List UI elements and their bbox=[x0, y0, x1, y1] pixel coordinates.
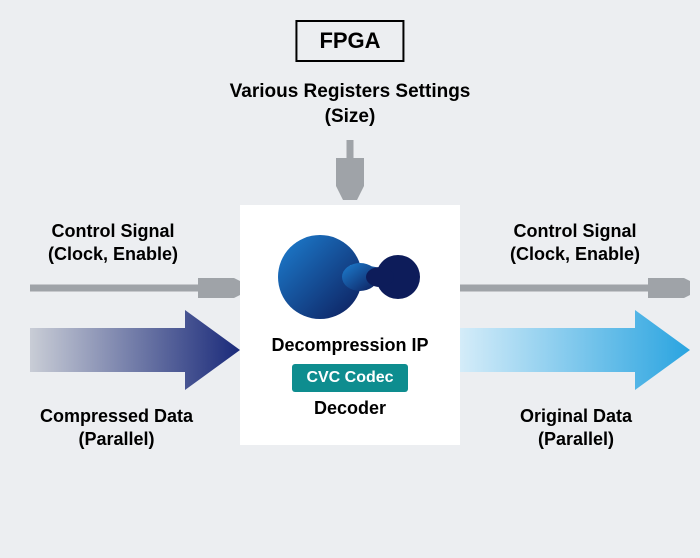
arrow-right-data-icon bbox=[460, 310, 690, 390]
fpga-title-box: FPGA bbox=[295, 20, 404, 62]
right-data-label: Original Data (Parallel) bbox=[520, 405, 632, 452]
left-control-line2: (Clock, Enable) bbox=[48, 244, 178, 264]
arrow-down-icon bbox=[336, 140, 364, 200]
right-control-label: Control Signal (Clock, Enable) bbox=[510, 220, 640, 267]
arrow-right-control-icon bbox=[460, 278, 690, 298]
decoder-title: Decoder bbox=[314, 398, 386, 419]
left-data-line1: Compressed Data bbox=[40, 406, 193, 426]
decompression-ip-box: Decompression IP CVC Codec Decoder bbox=[240, 205, 460, 445]
arrow-left-data-icon bbox=[30, 310, 240, 390]
ip-title: Decompression IP bbox=[271, 335, 428, 356]
left-control-label: Control Signal (Clock, Enable) bbox=[48, 220, 178, 267]
codec-badge: CVC Codec bbox=[292, 364, 407, 392]
left-data-label: Compressed Data (Parallel) bbox=[40, 405, 193, 452]
codec-logo-icon bbox=[270, 225, 430, 325]
right-control-line2: (Clock, Enable) bbox=[510, 244, 640, 264]
right-data-line1: Original Data bbox=[520, 406, 632, 426]
fpga-title-text: FPGA bbox=[319, 28, 380, 53]
right-data-line2: (Parallel) bbox=[538, 429, 614, 449]
left-control-line1: Control Signal bbox=[52, 221, 175, 241]
left-data-line2: (Parallel) bbox=[79, 429, 155, 449]
right-control-line1: Control Signal bbox=[514, 221, 637, 241]
registers-line1: Various Registers Settings bbox=[230, 81, 471, 102]
registers-label: Various Registers Settings (Size) bbox=[230, 80, 471, 129]
arrow-left-control-icon bbox=[30, 278, 240, 298]
registers-line2: (Size) bbox=[325, 106, 376, 127]
